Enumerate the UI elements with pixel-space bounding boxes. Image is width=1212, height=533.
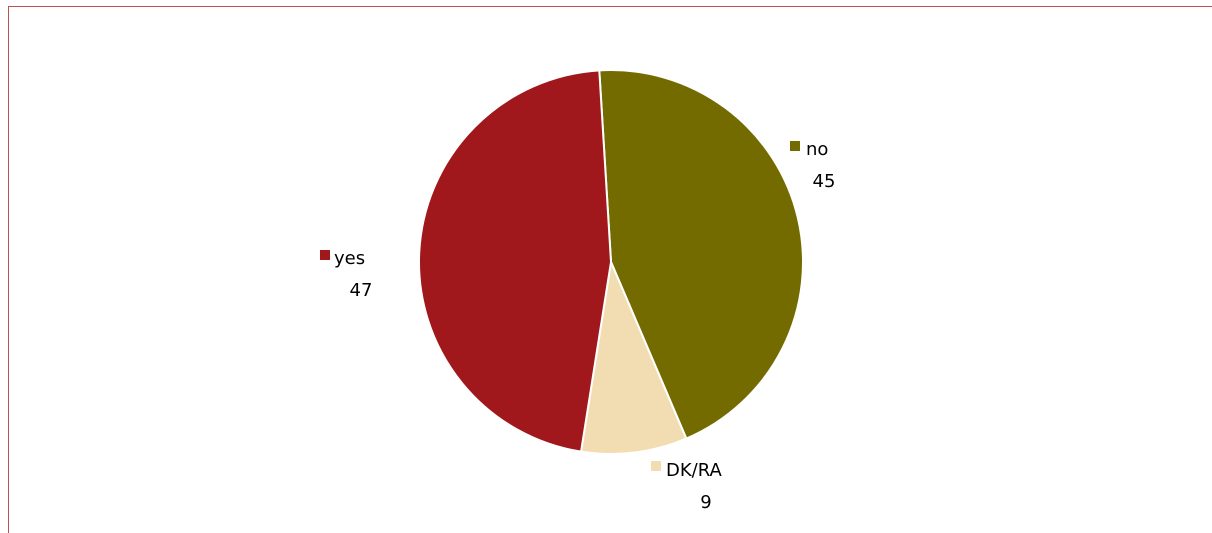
slice-category-label: yes — [334, 248, 365, 269]
data-label-yes: yes 47 — [320, 248, 372, 301]
chart-frame — [8, 6, 1212, 533]
legend-swatch — [790, 141, 800, 151]
pie-slice-yes — [418, 69, 613, 453]
slice-value-label: 45 — [813, 171, 836, 192]
slice-labels: no 45 DK/RA 9 yes 47 — [320, 139, 835, 513]
data-label-no: no 45 — [790, 139, 835, 192]
data-label-dk-ra: DK/RA 9 — [651, 460, 723, 513]
slice-value-label: 47 — [350, 280, 373, 301]
legend-swatch — [651, 461, 661, 471]
slice-category-label: DK/RA — [666, 460, 723, 481]
slice-value-label: 9 — [700, 492, 711, 513]
slice-category-label: no — [806, 139, 828, 160]
legend-swatch — [320, 250, 330, 260]
pie-slice-dk-ra — [579, 258, 688, 455]
pie-slice-no — [598, 69, 804, 440]
pie-slices — [418, 69, 804, 455]
